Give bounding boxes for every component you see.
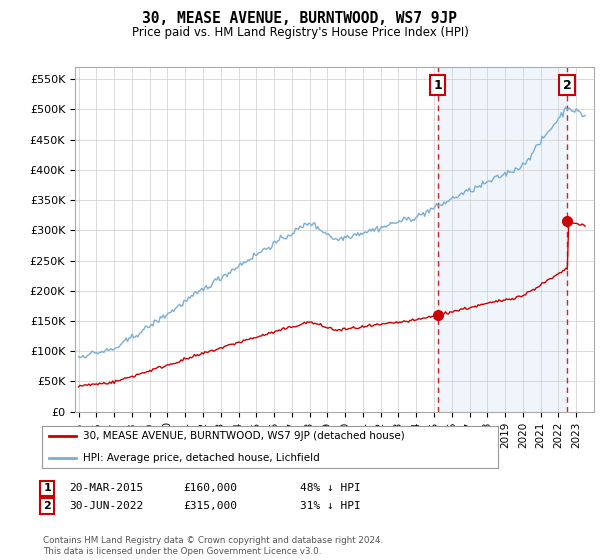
Text: 30, MEASE AVENUE, BURNTWOOD, WS7 9JP (detached house): 30, MEASE AVENUE, BURNTWOOD, WS7 9JP (de…: [83, 431, 405, 441]
Bar: [437, 67, 568, 412]
Text: 20-MAR-2015: 20-MAR-2015: [69, 483, 143, 493]
Text: 1: 1: [43, 483, 51, 493]
Text: 1: 1: [433, 79, 442, 92]
Text: Contains HM Land Registry data © Crown copyright and database right 2024.
This d: Contains HM Land Registry data © Crown c…: [43, 536, 383, 556]
Text: HPI: Average price, detached house, Lichfield: HPI: Average price, detached house, Lich…: [83, 453, 320, 463]
Text: Price paid vs. HM Land Registry's House Price Index (HPI): Price paid vs. HM Land Registry's House …: [131, 26, 469, 39]
Text: 2: 2: [43, 501, 51, 511]
Text: 2: 2: [563, 79, 572, 92]
Text: 31% ↓ HPI: 31% ↓ HPI: [300, 501, 361, 511]
Text: 30, MEASE AVENUE, BURNTWOOD, WS7 9JP: 30, MEASE AVENUE, BURNTWOOD, WS7 9JP: [143, 11, 458, 26]
Text: 30-JUN-2022: 30-JUN-2022: [69, 501, 143, 511]
Text: £160,000: £160,000: [183, 483, 237, 493]
Text: £315,000: £315,000: [183, 501, 237, 511]
Text: 48% ↓ HPI: 48% ↓ HPI: [300, 483, 361, 493]
